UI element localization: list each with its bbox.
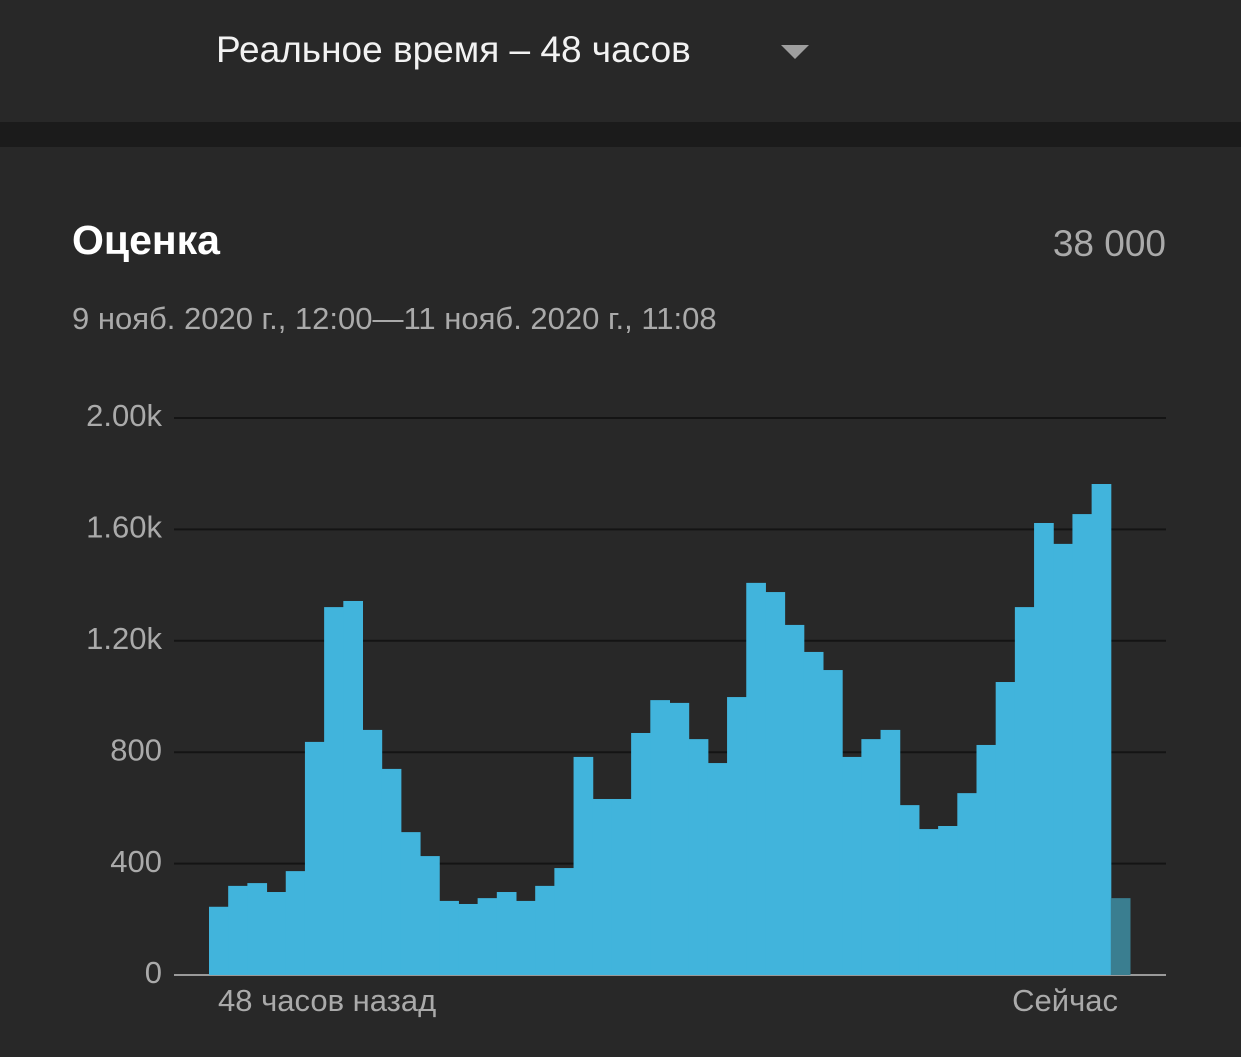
bar	[746, 582, 766, 975]
bar	[918, 829, 939, 975]
bar	[707, 763, 728, 975]
bar	[1014, 607, 1035, 975]
bar	[324, 607, 344, 975]
bar	[285, 871, 306, 975]
y-tick-label: 1.20k	[86, 621, 162, 656]
card-subtitle: 9 нояб. 2020 г., 12:00—11 нояб. 2020 г.,…	[72, 301, 717, 336]
bar	[477, 898, 498, 975]
bar	[938, 826, 958, 975]
bar	[899, 805, 920, 975]
bar	[976, 744, 997, 975]
x-axis-start-label: 48 часов назад	[218, 983, 436, 1018]
card-title: Оценка	[72, 217, 221, 263]
bar	[209, 906, 229, 975]
bar	[823, 670, 843, 975]
bar	[247, 883, 268, 975]
bar	[420, 856, 440, 975]
dropdown-arrow[interactable]	[781, 45, 809, 59]
bar	[381, 768, 402, 975]
bar	[1110, 898, 1131, 975]
bar	[266, 892, 287, 975]
y-tick-label: 2.00k	[86, 398, 162, 433]
bar	[765, 592, 786, 975]
period-dropdown[interactable]: Реальное время – 48 часов	[216, 29, 809, 70]
bar	[669, 702, 690, 975]
top-bar	[0, 0, 1241, 122]
bar	[631, 732, 651, 975]
divider	[0, 122, 1241, 147]
bar	[554, 868, 575, 975]
bar	[439, 900, 459, 975]
bar	[842, 756, 862, 975]
bar	[995, 682, 1016, 975]
y-tick-label: 1.60k	[86, 510, 162, 545]
y-tick-label: 400	[110, 844, 162, 879]
dropdown-label[interactable]: Реальное время – 48 часов	[216, 29, 691, 70]
bar	[573, 756, 594, 975]
bar	[496, 892, 517, 975]
bar	[516, 900, 536, 975]
bar	[650, 700, 670, 975]
bar	[343, 600, 363, 975]
bar	[400, 832, 421, 975]
y-tick-label: 0	[145, 955, 162, 990]
bar	[727, 697, 747, 975]
bar	[1072, 514, 1093, 975]
bar	[1091, 484, 1112, 975]
bar	[458, 903, 479, 975]
bar	[688, 739, 709, 975]
x-axis-end-label: Сейчас	[1012, 983, 1118, 1018]
y-tick-label: 800	[110, 732, 162, 767]
card-total: 38 000	[1053, 223, 1166, 264]
bar	[1034, 522, 1054, 975]
bar	[304, 741, 325, 975]
bar	[362, 729, 383, 975]
bar	[1053, 543, 1073, 975]
bar	[957, 793, 977, 975]
bar	[803, 651, 824, 975]
bar	[784, 624, 805, 975]
bar	[535, 885, 555, 975]
bar	[611, 798, 632, 975]
bar	[228, 885, 248, 975]
bar	[861, 739, 882, 975]
bar	[592, 798, 613, 975]
bar	[880, 729, 901, 975]
